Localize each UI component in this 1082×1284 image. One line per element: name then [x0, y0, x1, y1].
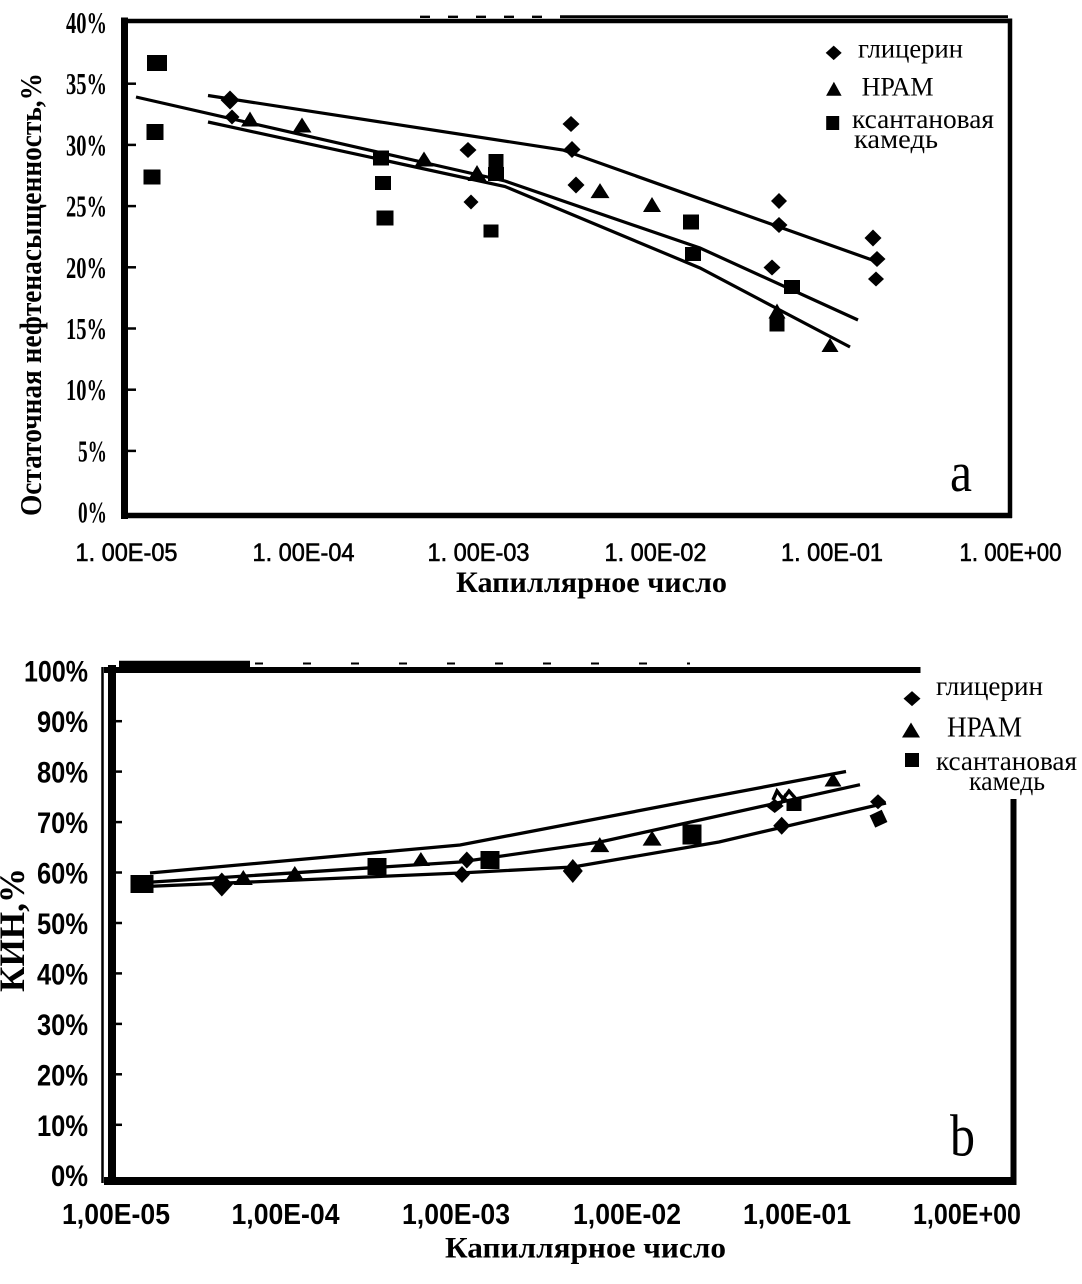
svg-text:40%: 40% [66, 5, 107, 40]
svg-text:35%: 35% [66, 66, 107, 101]
svg-text:0%: 0% [78, 495, 107, 530]
svg-text:0%: 0% [51, 1160, 88, 1193]
svg-text:100%: 100% [24, 656, 88, 689]
svg-text:50%: 50% [37, 908, 88, 941]
svg-text:b: b [950, 1103, 975, 1169]
svg-text:ксантановая: ксантановая [852, 104, 994, 134]
svg-text:1. 00E-03: 1. 00E-03 [428, 539, 530, 567]
svg-text:40%: 40% [37, 958, 88, 991]
svg-text:20%: 20% [37, 1059, 88, 1092]
svg-text:камедь: камедь [854, 124, 938, 154]
svg-text:1. 00E-02: 1. 00E-02 [605, 539, 707, 567]
svg-text:90%: 90% [37, 706, 88, 739]
svg-text:1,00E-02: 1,00E-02 [573, 1199, 681, 1231]
svg-text:a: a [950, 442, 972, 504]
svg-text:1. 00E-01: 1. 00E-01 [781, 539, 883, 567]
svg-text:глицерин: глицерин [936, 671, 1043, 701]
svg-text:1. 00E-05: 1. 00E-05 [76, 539, 178, 567]
svg-text:1. 00E-04: 1. 00E-04 [253, 539, 355, 567]
svg-text:глицерин: глицерин [858, 34, 963, 64]
svg-text:80%: 80% [37, 757, 88, 790]
svg-text:30%: 30% [37, 1009, 88, 1042]
svg-text:1,00E-03: 1,00E-03 [402, 1199, 510, 1231]
svg-text:1,00E-05: 1,00E-05 [62, 1199, 170, 1231]
svg-text:1,00E-01: 1,00E-01 [743, 1199, 851, 1231]
svg-text:камедь: камедь [969, 766, 1045, 796]
svg-text:1. 00E+00: 1. 00E+00 [960, 539, 1062, 567]
svg-text:КИН,%: КИН,% [0, 868, 32, 992]
svg-text:1,00E-04: 1,00E-04 [232, 1199, 340, 1231]
svg-text:5%: 5% [78, 433, 107, 468]
svg-text:Капиллярное число: Капиллярное число [456, 566, 727, 599]
svg-text:60%: 60% [37, 858, 88, 891]
svg-text:25%: 25% [66, 189, 107, 224]
svg-text:1,00E+00: 1,00E+00 [913, 1199, 1021, 1231]
svg-text:НРАМ: НРАМ [947, 713, 1022, 744]
svg-text:Остаточная нефтенасыщенность,%: Остаточная нефтенасыщенность,% [13, 73, 48, 516]
svg-text:20%: 20% [66, 250, 107, 285]
svg-text:10%: 10% [37, 1110, 88, 1143]
svg-text:10%: 10% [66, 372, 107, 407]
svg-text:15%: 15% [66, 311, 107, 346]
svg-text:ксантановая: ксантановая [936, 746, 1077, 776]
svg-text:70%: 70% [37, 807, 88, 840]
svg-text:30%: 30% [66, 127, 107, 162]
svg-text:Капиллярное число: Капиллярное число [445, 1232, 726, 1265]
svg-text:НРАМ: НРАМ [862, 73, 934, 102]
